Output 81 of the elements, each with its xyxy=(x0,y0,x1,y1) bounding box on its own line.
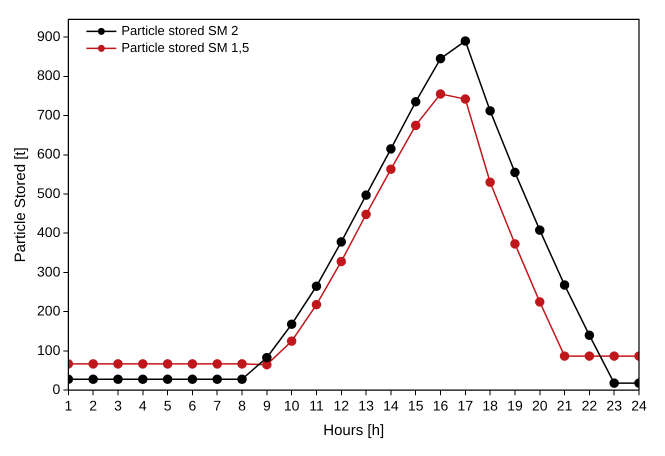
point xyxy=(336,237,346,247)
point xyxy=(510,239,520,249)
y-tick-label: 100 xyxy=(37,342,61,358)
legend-label: Particle stored SM 2 xyxy=(121,22,238,38)
point xyxy=(361,190,371,200)
point xyxy=(237,374,247,384)
point xyxy=(436,89,446,99)
point xyxy=(336,256,346,266)
point xyxy=(410,97,420,107)
x-tick-label: 1 xyxy=(64,397,72,414)
point xyxy=(460,94,470,104)
x-tick-label: 5 xyxy=(164,397,172,414)
legend-label: Particle stored SM 1,5 xyxy=(121,40,250,55)
x-tick-label: 17 xyxy=(458,397,474,414)
x-tick-label: 20 xyxy=(532,397,548,414)
point xyxy=(262,352,272,362)
point xyxy=(560,280,570,290)
point xyxy=(113,374,123,384)
point xyxy=(88,359,98,369)
point xyxy=(436,54,446,64)
point xyxy=(535,225,545,235)
x-tick-label: 11 xyxy=(309,397,324,414)
x-tick-label: 9 xyxy=(262,397,271,414)
x-tick-label: 2 xyxy=(89,397,98,414)
x-tick-label: 4 xyxy=(138,397,147,414)
x-tick-label: 18 xyxy=(482,397,498,414)
y-tick-label: 700 xyxy=(37,106,61,122)
point xyxy=(535,297,545,307)
point xyxy=(584,330,594,340)
x-tick-label: 3 xyxy=(114,397,122,414)
point xyxy=(113,359,123,369)
point xyxy=(410,120,420,130)
y-tick-label: 500 xyxy=(37,184,61,201)
point xyxy=(286,320,296,330)
point xyxy=(386,164,396,174)
point xyxy=(560,351,570,361)
x-tick-label: 6 xyxy=(188,397,197,414)
point xyxy=(286,336,296,346)
point xyxy=(510,168,520,178)
x-tick-label: 15 xyxy=(408,397,424,414)
point xyxy=(162,359,172,369)
point xyxy=(212,359,222,369)
point xyxy=(188,359,198,369)
point xyxy=(584,351,594,361)
x-tick-label: 14 xyxy=(383,397,399,414)
point xyxy=(485,177,495,187)
x-tick-label: 24 xyxy=(631,397,647,414)
x-axis-title: Hours [h] xyxy=(323,422,384,440)
y-axis-title: Particle Stored [t] xyxy=(12,147,30,262)
point xyxy=(138,374,148,384)
y-tick-label: 0 xyxy=(52,381,61,398)
x-tick-label: 13 xyxy=(358,397,374,414)
y-tick-label: 400 xyxy=(37,224,61,240)
x-tick-label: 21 xyxy=(556,397,573,414)
point xyxy=(312,300,322,310)
x-tick-label: 19 xyxy=(507,397,523,414)
point xyxy=(609,351,619,361)
point xyxy=(88,374,98,384)
x-tick-label: 22 xyxy=(582,397,598,414)
x-tick-label: 23 xyxy=(606,397,622,414)
point xyxy=(162,374,172,384)
y-tick-label: 900 xyxy=(37,28,61,44)
x-tick-label: 12 xyxy=(333,397,350,414)
point xyxy=(485,106,495,116)
point xyxy=(609,378,619,388)
x-tick-label: 16 xyxy=(432,397,449,414)
point xyxy=(212,374,222,384)
point xyxy=(188,374,198,384)
y-tick-label: 300 xyxy=(37,263,61,280)
y-tick-label: 600 xyxy=(37,146,61,162)
point xyxy=(237,359,247,369)
x-tick-label: 7 xyxy=(213,397,222,414)
x-tick-label: 8 xyxy=(238,397,246,414)
y-tick-label: 800 xyxy=(37,67,61,84)
point xyxy=(386,144,396,154)
y-tick-label: 200 xyxy=(37,302,61,319)
point xyxy=(361,210,371,220)
point xyxy=(138,359,148,369)
point xyxy=(460,36,470,46)
x-tick-label: 10 xyxy=(284,397,300,414)
point xyxy=(312,281,322,291)
